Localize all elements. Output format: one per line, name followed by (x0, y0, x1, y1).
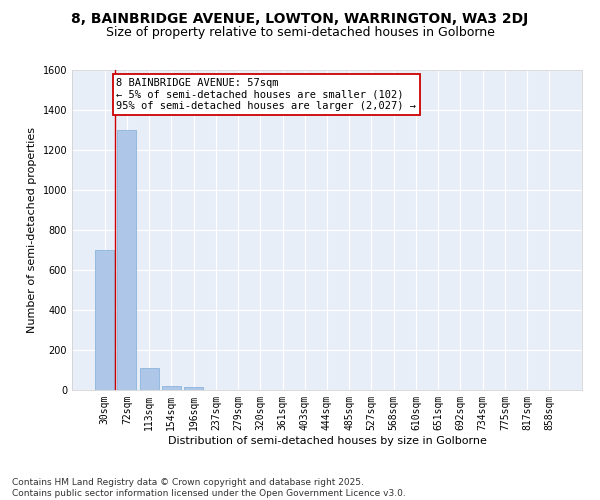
Bar (95, 250, 114, 390)
X-axis label: Distribution of semi-detached houses by size in Golborne: Distribution of semi-detached houses by … (167, 436, 487, 446)
Text: 8 BAINBRIDGE AVENUE: 57sqm
← 5% of semi-detached houses are smaller (102)
95% of: 8 BAINBRIDGE AVENUE: 57sqm ← 5% of semi-… (116, 78, 416, 111)
Text: Size of property relative to semi-detached houses in Golborne: Size of property relative to semi-detach… (106, 26, 494, 39)
Text: 8, BAINBRIDGE AVENUE, LOWTON, WARRINGTON, WA3 2DJ: 8, BAINBRIDGE AVENUE, LOWTON, WARRINGTON… (71, 12, 529, 26)
Y-axis label: Number of semi-detached properties: Number of semi-detached properties (27, 127, 37, 333)
Bar (162, 386, 181, 390)
Bar (184, 387, 203, 390)
Bar (118, 130, 136, 390)
Text: Contains HM Land Registry data © Crown copyright and database right 2025.
Contai: Contains HM Land Registry data © Crown c… (12, 478, 406, 498)
Bar (140, 368, 158, 390)
